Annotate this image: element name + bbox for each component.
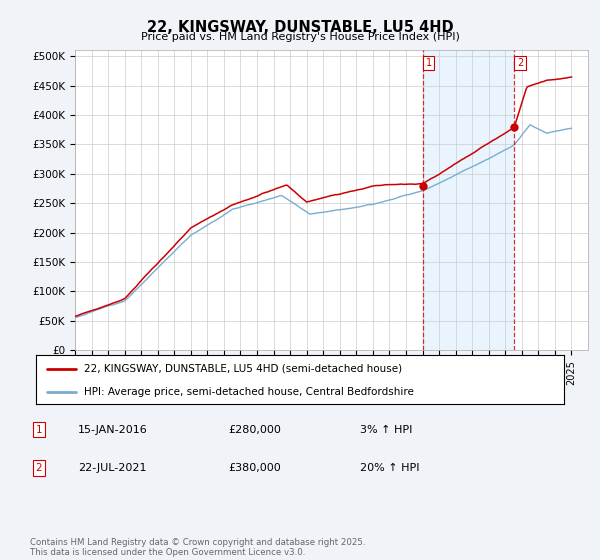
Text: 2: 2 [517,58,523,68]
Text: 20% ↑ HPI: 20% ↑ HPI [360,463,419,473]
Text: 15-JAN-2016: 15-JAN-2016 [78,424,148,435]
Text: 3% ↑ HPI: 3% ↑ HPI [360,424,412,435]
Text: Price paid vs. HM Land Registry's House Price Index (HPI): Price paid vs. HM Land Registry's House … [140,32,460,42]
Text: £280,000: £280,000 [228,424,281,435]
Text: 1: 1 [35,424,43,435]
Text: 22, KINGSWAY, DUNSTABLE, LU5 4HD (semi-detached house): 22, KINGSWAY, DUNSTABLE, LU5 4HD (semi-d… [83,364,401,374]
Text: HPI: Average price, semi-detached house, Central Bedfordshire: HPI: Average price, semi-detached house,… [83,387,413,397]
Text: 1: 1 [425,58,432,68]
Text: 22, KINGSWAY, DUNSTABLE, LU5 4HD: 22, KINGSWAY, DUNSTABLE, LU5 4HD [146,20,454,35]
Text: 2: 2 [35,463,43,473]
Bar [423,50,514,350]
Text: Contains HM Land Registry data © Crown copyright and database right 2025.
This d: Contains HM Land Registry data © Crown c… [30,538,365,557]
Text: £380,000: £380,000 [228,463,281,473]
Text: 22-JUL-2021: 22-JUL-2021 [78,463,146,473]
